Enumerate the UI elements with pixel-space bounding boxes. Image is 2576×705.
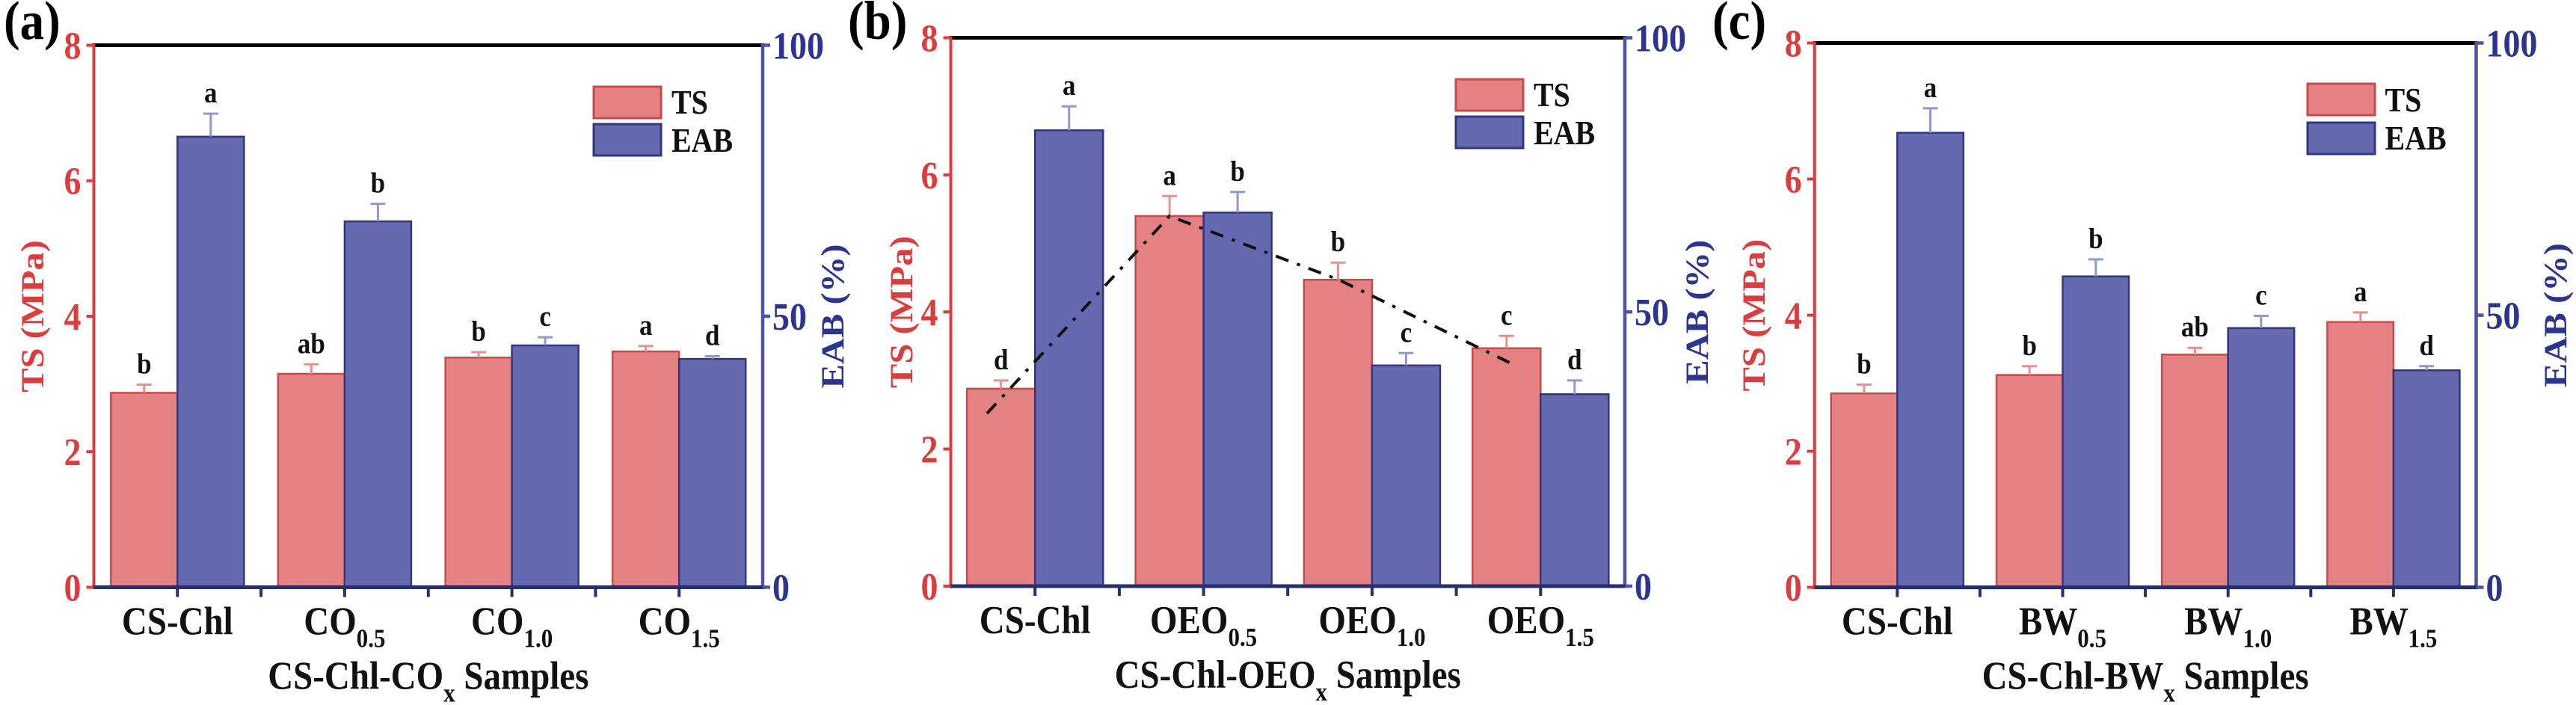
svg-text:2: 2: [64, 431, 81, 474]
svg-text:100: 100: [2486, 22, 2538, 65]
svg-text:0: 0: [1635, 564, 1652, 608]
svg-text:a: a: [1063, 70, 1076, 102]
svg-text:b: b: [137, 348, 151, 381]
svg-text:(b): (b): [848, 0, 907, 52]
svg-text:EAB (%): EAB (%): [2538, 243, 2574, 387]
svg-text:EAB: EAB: [671, 123, 733, 160]
svg-text:TS (MPa): TS (MPa): [884, 235, 920, 388]
svg-text:EAB: EAB: [1534, 115, 1595, 153]
svg-text:100: 100: [772, 24, 824, 67]
svg-text:CS-Chl: CS-Chl: [980, 597, 1091, 641]
svg-text:c: c: [1501, 299, 1513, 331]
svg-text:d: d: [994, 344, 1009, 376]
svg-text:8: 8: [1785, 22, 1802, 65]
svg-text:d: d: [705, 320, 720, 352]
svg-text:4: 4: [64, 295, 81, 338]
svg-text:(a): (a): [4, 0, 61, 52]
svg-text:TS (MPa): TS (MPa): [15, 240, 51, 392]
svg-text:8: 8: [920, 16, 938, 60]
svg-text:TS: TS: [671, 84, 708, 122]
svg-text:6: 6: [920, 153, 938, 197]
svg-text:b: b: [2022, 330, 2036, 362]
svg-text:100: 100: [1635, 16, 1686, 60]
svg-text:d: d: [2419, 330, 2434, 362]
svg-text:CS-Chl-OEOx Samples: CS-Chl-OEOx Samples: [1115, 652, 1461, 705]
svg-text:EAB: EAB: [2385, 120, 2447, 158]
svg-text:8: 8: [64, 24, 81, 67]
svg-text:b: b: [2088, 223, 2103, 255]
svg-text:a: a: [204, 77, 218, 109]
svg-text:a: a: [1924, 72, 1937, 104]
svg-text:0: 0: [64, 566, 81, 609]
svg-text:EAB (%): EAB (%): [815, 244, 851, 389]
svg-text:CS-Chl: CS-Chl: [122, 599, 233, 643]
svg-text:TS (MPa): TS (MPa): [1736, 239, 1772, 392]
svg-text:4: 4: [1785, 294, 1802, 337]
svg-text:0: 0: [2486, 566, 2503, 609]
svg-text:TS: TS: [1534, 77, 1570, 114]
svg-text:b: b: [471, 315, 485, 348]
svg-text:b: b: [1857, 348, 1871, 381]
svg-text:b: b: [1230, 156, 1244, 188]
svg-text:(c): (c): [1712, 0, 1766, 52]
svg-text:d: d: [1567, 344, 1582, 376]
svg-text:ab: ab: [2181, 311, 2209, 343]
svg-text:6: 6: [64, 159, 81, 203]
svg-text:c: c: [1401, 316, 1413, 348]
svg-text:0: 0: [1785, 566, 1802, 609]
svg-text:6: 6: [1785, 158, 1802, 201]
svg-text:CS-Chl-COx Samples: CS-Chl-COx Samples: [268, 653, 588, 705]
svg-text:0: 0: [920, 564, 938, 608]
svg-text:c: c: [539, 301, 551, 333]
svg-text:2: 2: [1785, 430, 1802, 473]
svg-text:c: c: [2255, 280, 2267, 312]
svg-text:a: a: [639, 310, 653, 342]
svg-text:50: 50: [772, 295, 807, 338]
svg-text:CS-Chl-BWx Samples: CS-Chl-BWx Samples: [1982, 653, 2309, 705]
svg-text:CS-Chl: CS-Chl: [1842, 599, 1953, 643]
svg-text:a: a: [2354, 276, 2367, 308]
svg-text:0: 0: [772, 566, 790, 609]
svg-text:b: b: [371, 167, 385, 200]
svg-text:TS: TS: [2385, 82, 2422, 120]
svg-text:b: b: [1331, 226, 1345, 258]
svg-text:a: a: [1163, 159, 1176, 191]
svg-text:50: 50: [2486, 294, 2521, 337]
svg-text:4: 4: [920, 291, 938, 334]
svg-text:50: 50: [1635, 291, 1669, 334]
svg-text:ab: ab: [298, 327, 325, 360]
svg-text:2: 2: [920, 428, 938, 471]
svg-text:EAB (%): EAB (%): [1679, 240, 1715, 384]
